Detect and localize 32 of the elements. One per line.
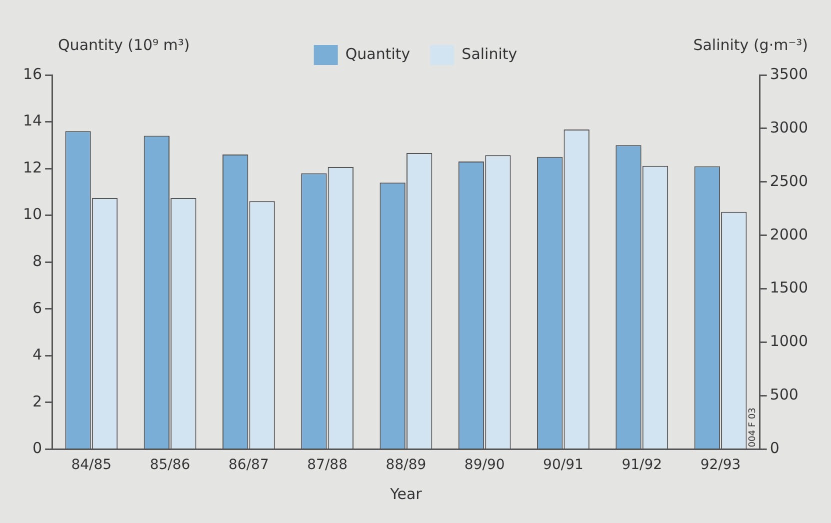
x-tick-label: 86/87 [228, 457, 269, 474]
y-tick-label: 4 [32, 346, 42, 364]
legend-label: Quantity [345, 44, 410, 63]
y-axis-title: Quantity (10⁹ m³) [58, 36, 190, 54]
y2-axis-title: Salinity (g·m⁻³) [693, 36, 808, 54]
y2-tick-label: 3500 [770, 64, 808, 83]
x-tick-label: 88/89 [386, 457, 426, 474]
y-tick-label: 8 [32, 252, 42, 270]
x-tick-label: 92/93 [700, 457, 741, 474]
x-tick-label: 89/90 [464, 457, 505, 474]
x-tick-label: 90/91 [543, 457, 584, 474]
y-tick-label: 0 [32, 439, 42, 458]
y2-tick-label: 500 [770, 386, 798, 404]
y2-tick-label: 2500 [770, 172, 808, 190]
x-tick-label: 84/85 [71, 457, 112, 474]
y-tick-label: 16 [22, 64, 42, 83]
y2-tick-label: 1000 [770, 332, 808, 350]
x-tick-label: 91/92 [622, 457, 662, 474]
annotation: 004 F 03 [748, 408, 758, 448]
y2-tick-label: 2000 [770, 225, 808, 244]
y-tick-label: 10 [22, 205, 42, 224]
y-tick-label: 14 [22, 112, 42, 130]
y2-tick-label: 0 [770, 439, 780, 458]
y2-tick-label: 1500 [770, 278, 808, 297]
x-tick-label: 85/86 [150, 457, 190, 474]
legend-label: Salinity [462, 44, 518, 63]
y-tick-label: 2 [32, 392, 42, 410]
y2-tick-label: 3000 [770, 118, 808, 136]
y-tick-label: 12 [22, 158, 42, 176]
y-tick-label: 6 [32, 298, 42, 317]
x-axis-title: Year [389, 484, 423, 503]
x-tick-label: 87/88 [307, 457, 348, 474]
